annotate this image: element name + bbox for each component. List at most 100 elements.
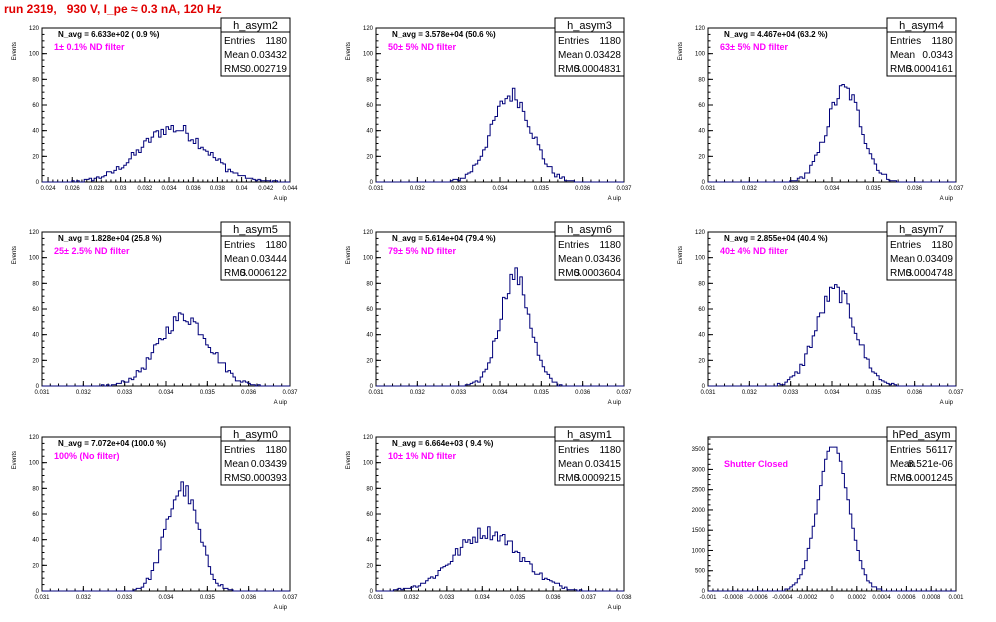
filter-note: 79± 5% ND filter — [388, 246, 456, 256]
stats-title: hPed_asym — [892, 429, 950, 441]
x-tick-label: 0.031 — [368, 595, 384, 601]
x-axis-title: A uip — [274, 400, 288, 406]
x-tick-label: -0.0008 — [723, 595, 744, 601]
histogram-line — [376, 267, 624, 387]
x-tick-label: 0.042 — [258, 186, 274, 192]
stats-key: RMS — [224, 268, 247, 279]
x-tick-label: 0.033 — [783, 186, 799, 192]
stats-value: 0.0001245 — [906, 473, 954, 484]
x-tick-label: 0.034 — [162, 186, 178, 192]
x-tick-label: 0.031 — [700, 186, 716, 192]
x-tick-label: 0.033 — [783, 390, 799, 396]
x-tick-label: 0.037 — [616, 186, 632, 192]
y-tick-label: 60 — [32, 307, 39, 313]
x-tick-label: 0.035 — [534, 390, 550, 396]
y-tick-label: 0 — [36, 180, 40, 186]
y-tick-label: 80 — [698, 281, 705, 287]
stats-key: Entries — [890, 240, 921, 251]
y-tick-label: 1000 — [692, 548, 706, 554]
x-tick-label: 0 — [830, 595, 834, 601]
y-tick-label: 3000 — [692, 467, 706, 473]
stats-key: Mean — [558, 459, 583, 470]
x-tick-label: 0.032 — [410, 390, 426, 396]
stats-value: 0.0004161 — [906, 64, 954, 75]
y-tick-label: 2500 — [692, 488, 706, 494]
stats-title: h_asym5 — [233, 224, 278, 236]
stats-key: Entries — [558, 445, 589, 456]
x-tick-label: 0.037 — [616, 390, 632, 396]
x-tick-label: 0.036 — [907, 390, 923, 396]
stats-title: h_asym6 — [567, 224, 612, 236]
y-tick-label: 100 — [29, 256, 40, 262]
stats-value: 0.0343 — [922, 50, 953, 61]
x-axis-title: A uip — [608, 605, 622, 611]
stats-value: 0.03415 — [585, 459, 622, 470]
y-tick-label: 0 — [370, 589, 374, 595]
page-title: run 2319, 930 V, I_pe ≈ 0.3 nA, 120 Hz — [4, 2, 222, 16]
histogram-line — [42, 125, 290, 183]
x-axis-title: A uip — [274, 196, 288, 202]
stats-title: h_asym4 — [899, 20, 944, 32]
y-axis-title: Events — [678, 42, 684, 60]
stats-value: 0.000393 — [245, 473, 287, 484]
stats-key: RMS — [224, 473, 247, 484]
y-tick-label: 100 — [29, 461, 40, 467]
y-tick-label: 120 — [363, 435, 374, 441]
filter-note: 40± 4% ND filter — [720, 246, 788, 256]
y-tick-label: 0 — [702, 180, 706, 186]
x-tick-label: 0.036 — [546, 595, 562, 601]
x-tick-label: 0.026 — [65, 186, 81, 192]
y-tick-label: 0 — [702, 384, 706, 390]
stats-key: RMS — [558, 64, 581, 75]
x-tick-label: 0.034 — [824, 186, 840, 192]
stats-value: 1180 — [265, 240, 287, 251]
x-tick-label: 0.0008 — [922, 595, 941, 601]
x-tick-label: 0.034 — [158, 390, 174, 396]
x-axis-title: A uip — [940, 400, 954, 406]
y-tick-label: 20 — [32, 358, 39, 364]
x-tick-label: 0.028 — [89, 186, 105, 192]
stats-title: h_asym3 — [567, 20, 612, 32]
y-tick-label: 60 — [32, 103, 39, 109]
n-avg-label: N_avg = 6.664e+03 ( 9.4 %) — [392, 439, 494, 448]
x-tick-label: 0.035 — [200, 390, 216, 396]
stats-box: h_asym0 Entries 1180 Mean 0.03439 RMS 0.000393 — [220, 426, 291, 486]
x-tick-label: 0.036 — [575, 186, 591, 192]
stats-box: h_asym6 Entries 1180 Mean 0.03436 RMS0.000360… — [554, 221, 625, 281]
y-tick-label: 1500 — [692, 528, 706, 534]
y-tick-label: 80 — [698, 77, 705, 83]
x-tick-label: 0.033 — [451, 186, 467, 192]
y-axis-title: Events — [12, 246, 18, 264]
y-tick-label: 120 — [695, 230, 706, 236]
y-axis-title: Events — [12, 42, 18, 60]
x-tick-label: 0.033 — [117, 390, 133, 396]
stats-value: 1180 — [931, 36, 953, 47]
stats-box: h_asym5 Entries 1180 Mean 0.03444 RMS0.000612… — [220, 221, 291, 281]
filter-note: 10± 1% ND filter — [388, 451, 456, 461]
stats-value: 1180 — [599, 445, 621, 456]
x-tick-label: 0.032 — [742, 390, 758, 396]
y-tick-label: 120 — [695, 26, 706, 32]
x-tick-label: 0.034 — [824, 390, 840, 396]
x-tick-label: -0.001 — [699, 595, 717, 601]
x-tick-label: 0.032 — [76, 390, 92, 396]
n-avg-label: N_avg = 4.467e+04 (63.2 %) — [724, 30, 828, 39]
y-tick-label: 100 — [695, 256, 706, 262]
y-tick-label: 100 — [363, 256, 374, 262]
stats-key: Mean — [224, 50, 249, 61]
x-tick-label: 0.033 — [117, 595, 133, 601]
histogram-line — [376, 87, 624, 183]
x-tick-label: -0.0002 — [797, 595, 818, 601]
y-tick-label: 120 — [363, 230, 374, 236]
stats-value: 1180 — [265, 445, 287, 456]
y-tick-label: 100 — [29, 52, 40, 58]
n-avg-label: N_avg = 7.072e+04 (100.0 %) — [58, 439, 166, 448]
stats-key: RMS — [224, 64, 247, 75]
x-tick-label: -0.0006 — [747, 595, 768, 601]
y-axis-title: Events — [346, 246, 352, 264]
chart-panel-h_asym4: 0 20 40 60 80 100 120 0.031 0.032 0.033 0.034 0.035… — [678, 17, 964, 202]
y-tick-label: 60 — [366, 512, 373, 518]
stats-box: h_asym1 Entries 1180 Mean 0.03415 RMS0.000921… — [554, 426, 625, 486]
